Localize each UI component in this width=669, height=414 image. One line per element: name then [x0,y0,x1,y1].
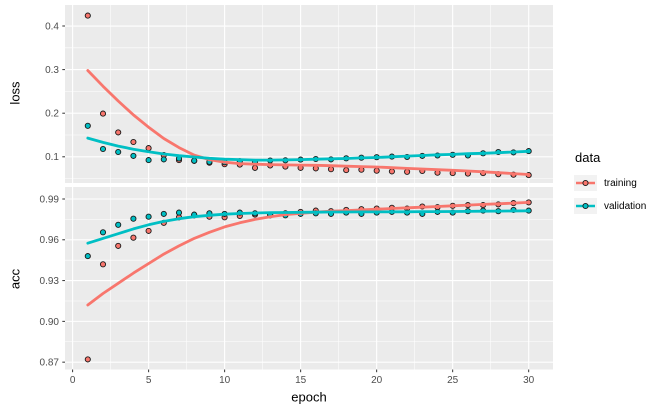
y-tick-label: 0.3 [45,65,59,76]
data-point [115,242,122,249]
data-point [373,167,380,174]
data-point [145,157,152,164]
x-tick-label: 0 [70,375,76,386]
x-tick-label: 30 [523,375,535,386]
data-point [343,167,350,174]
acc-panel: 0.87 0.90 0.93 0.96 0.99 [40,187,553,370]
data-point [175,209,183,216]
loss-training-smooth-line [86,69,531,176]
data-point [99,145,107,153]
legend-title: data [575,150,601,165]
legend-key-training-icon [574,175,597,191]
y-tick-label: 0.99 [40,194,60,205]
x-tick-label: 10 [219,375,231,386]
legend-items: training validation [574,175,646,214]
data-point [115,221,122,228]
data-point [115,148,122,156]
data-point [130,138,137,146]
data-point [115,129,122,136]
data-point [99,261,107,268]
data-point [145,227,152,234]
x-tick-label: 20 [371,375,383,386]
data-point [388,168,395,175]
x-axis: 0 5 10 15 20 25 30 [70,369,535,386]
data-point [191,157,198,164]
data-point [84,122,91,129]
data-point [84,12,91,19]
data-point [99,110,107,117]
data-point [130,215,137,222]
y-tick-label: 0.87 [40,358,60,369]
loss-panel: 0.1 0.2 0.3 0.4 [45,5,553,183]
data-point [327,166,335,173]
y-tick-label: 0.1 [45,152,59,163]
data-point [160,210,167,217]
y-tick-label: 0.96 [40,235,60,246]
data-point [84,356,91,363]
legend: data training validation [574,150,646,221]
x-tick-label: 25 [447,375,459,386]
y-tick-label: 0.2 [45,109,59,120]
data-point [130,152,137,159]
legend-item-validation: validation [574,198,646,214]
data-point [99,229,107,236]
acc-axis-title: acc [7,268,23,290]
data-point [251,164,259,171]
data-point [130,234,137,241]
data-point [145,213,152,220]
gridlines-minor [65,5,553,183]
data-point [145,145,152,152]
legend-item-training: training [574,175,646,191]
loss-validation-smooth-line [86,136,531,162]
gridlines-major [65,5,553,183]
x-tick-label: 5 [146,375,152,386]
acc-panel-background [65,187,553,370]
y-tick-label: 0.90 [40,317,60,328]
legend-label: training [604,177,637,189]
loss-axis-title: loss [7,81,23,105]
y-tick-label: 0.4 [45,21,59,32]
data-point [404,168,411,175]
y-tick-label: 0.93 [40,276,60,287]
gridlines-minor [65,187,553,370]
x-tick-label: 15 [295,375,307,386]
legend-label: validation [604,200,647,212]
data-point [160,156,167,163]
data-point [84,253,91,260]
acc-validation-smooth-line [86,209,531,245]
legend-key-validation-icon [574,198,597,214]
x-axis-title: epoch [291,389,327,405]
gridlines-major [65,187,553,370]
